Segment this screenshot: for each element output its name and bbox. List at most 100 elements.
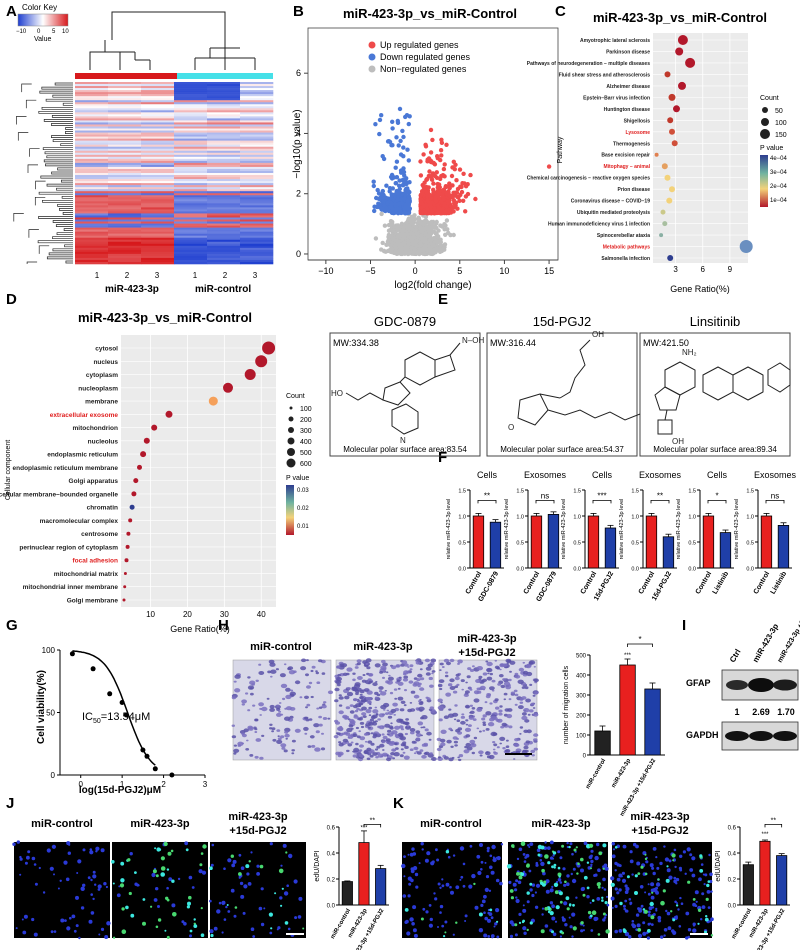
category-label: Control [695,570,714,595]
heatmap-cell [108,221,142,224]
dapi-nucleus [12,842,16,846]
dapi-nucleus [710,917,714,921]
heatmap-cell [240,229,274,232]
migrated-cell [314,747,321,752]
edu-nucleus [650,915,655,920]
edu-nucleus [605,929,610,934]
dapi-nucleus [522,904,525,907]
heatmap-cell [240,185,274,188]
dapi-nucleus [452,854,456,857]
heatmap-cell [207,86,241,89]
migrated-cell [280,743,287,748]
heatmap-cell [240,207,274,210]
y-tick-label: 0.2 [728,878,737,884]
migrated-cell [482,729,486,732]
edu-nucleus [587,910,592,915]
migrated-cell [254,718,258,722]
dapi-nucleus [708,853,711,857]
edu-nucleus [705,915,708,918]
edu-nucleus [155,925,159,929]
go-dot [123,572,127,575]
dapi-nucleus [633,842,637,847]
dapi-nucleus [276,928,279,931]
migrated-cell [289,715,294,719]
atom-label: OH [672,437,684,446]
dapi-nucleus [425,910,429,914]
dapi-nucleus [171,903,176,908]
migrated-cell [437,683,443,688]
migrated-cell [352,672,356,675]
heatmap-cell [207,92,241,95]
heatmap-cell [141,199,175,202]
edu-nucleus [209,866,213,870]
dapi-nucleus [659,861,663,866]
dapi-nucleus [250,851,253,854]
column-labels: 1 2 3 1 2 3 [95,271,258,280]
structure-linsitinib [654,361,791,435]
dapi-nucleus [75,895,79,900]
go-term-label: macromolecular complex [40,518,119,525]
legend-dot-down [368,53,376,61]
heatmap-cell [174,86,208,89]
migrated-cell [306,685,311,689]
count-legend-dot [762,107,768,113]
dapi-nucleus [100,848,105,853]
heatmap-cell [174,203,208,206]
migrated-cell [321,704,327,709]
migrated-cell [355,742,359,746]
migrated-cell [374,706,378,709]
migrated-cell [392,749,396,752]
dapi-nucleus [34,882,38,886]
heatmap-cell [174,243,208,247]
dapi-nucleus [286,884,290,887]
heatmap-cell [141,243,175,247]
dapi-nucleus [603,916,607,919]
dapi-nucleus [664,857,670,862]
migrated-cell [282,697,286,701]
dapi-nucleus [588,855,593,860]
kegg-dot [669,186,675,193]
volcano-point [406,210,412,215]
migrated-cell [399,736,406,741]
heatmap-cell [141,245,175,249]
heatmap-cell [141,152,175,156]
edu-nucleus [544,906,549,911]
volcano-point [444,218,450,223]
volcano-point [371,179,376,184]
edu-nucleus [589,843,594,848]
migrated-cell [478,750,484,755]
heatmap-cell [174,187,208,190]
j-label-combo-1: miR-423-3p [228,811,288,823]
heatmap-cell [174,136,208,139]
heatmap-cell [240,96,274,99]
migrated-cell [470,743,477,748]
heatmap-cell [207,88,241,91]
heatmap-cell [174,82,208,85]
edu-nucleus [130,913,135,918]
dapi-nucleus [129,852,133,856]
migrated-cell [473,736,478,740]
volcano-point [390,236,396,242]
dapi-nucleus [596,842,600,847]
heatmap-cell [75,183,109,186]
pathway-label: Fluid shear stress and atherosclerosis [559,72,651,78]
migrated-cell [452,712,459,717]
dapi-nucleus [657,919,662,923]
col-label: 1 [193,271,198,280]
heatmap-cell [141,148,175,152]
migrated-cell [321,672,326,675]
dapi-nucleus [415,885,419,889]
go-p-title: P value [286,475,309,482]
migrated-cell [413,694,420,699]
dapi-nucleus [627,935,632,939]
dapi-nucleus [441,884,445,888]
dapi-nucleus [489,854,493,858]
dapi-nucleus [421,848,424,851]
heatmap-cell [207,148,241,152]
oxime-bond [449,342,461,356]
dapi-nucleus [694,890,699,895]
dapi-nucleus [80,886,85,891]
dapi-nucleus [611,842,615,846]
dapi-nucleus [552,932,557,937]
kegg-xlabel: Gene Ratio(%) [670,284,730,294]
